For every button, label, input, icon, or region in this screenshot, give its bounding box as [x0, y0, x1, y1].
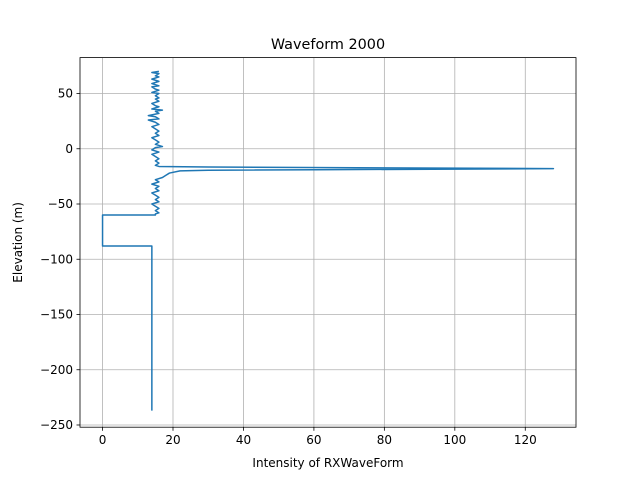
- x-tick-label: 100: [443, 433, 466, 447]
- x-tick-label: 60: [306, 433, 321, 447]
- x-tick-label: 120: [514, 433, 537, 447]
- x-tick-label: 80: [377, 433, 392, 447]
- plot-area-frame: [79, 57, 577, 428]
- y-tick-label: −200: [40, 363, 73, 377]
- x-axis-ticks: 0 20 40 60 80 100 120: [99, 427, 537, 447]
- x-axis-label: Intensity of RXWaveForm: [252, 456, 403, 470]
- x-tick-label: 0: [99, 433, 107, 447]
- y-tick-label: −250: [40, 418, 73, 432]
- y-tick-label: −50: [48, 197, 73, 211]
- waveform-line: [101, 70, 555, 411]
- series: [101, 70, 555, 411]
- y-tick-label: −150: [40, 308, 73, 322]
- grid: [80, 57, 576, 428]
- x-tick-label: 20: [165, 433, 180, 447]
- chart-title: Waveform 2000: [271, 37, 385, 53]
- y-axis-label: Elevation (m): [11, 202, 25, 283]
- y-tick-label: 0: [65, 142, 73, 156]
- x-tick-label: 40: [236, 433, 251, 447]
- y-tick-label: 50: [58, 87, 73, 101]
- y-tick-label: −100: [40, 252, 73, 266]
- y-axis-ticks: −250 −200 −150 −100 −50 0 50: [40, 87, 80, 432]
